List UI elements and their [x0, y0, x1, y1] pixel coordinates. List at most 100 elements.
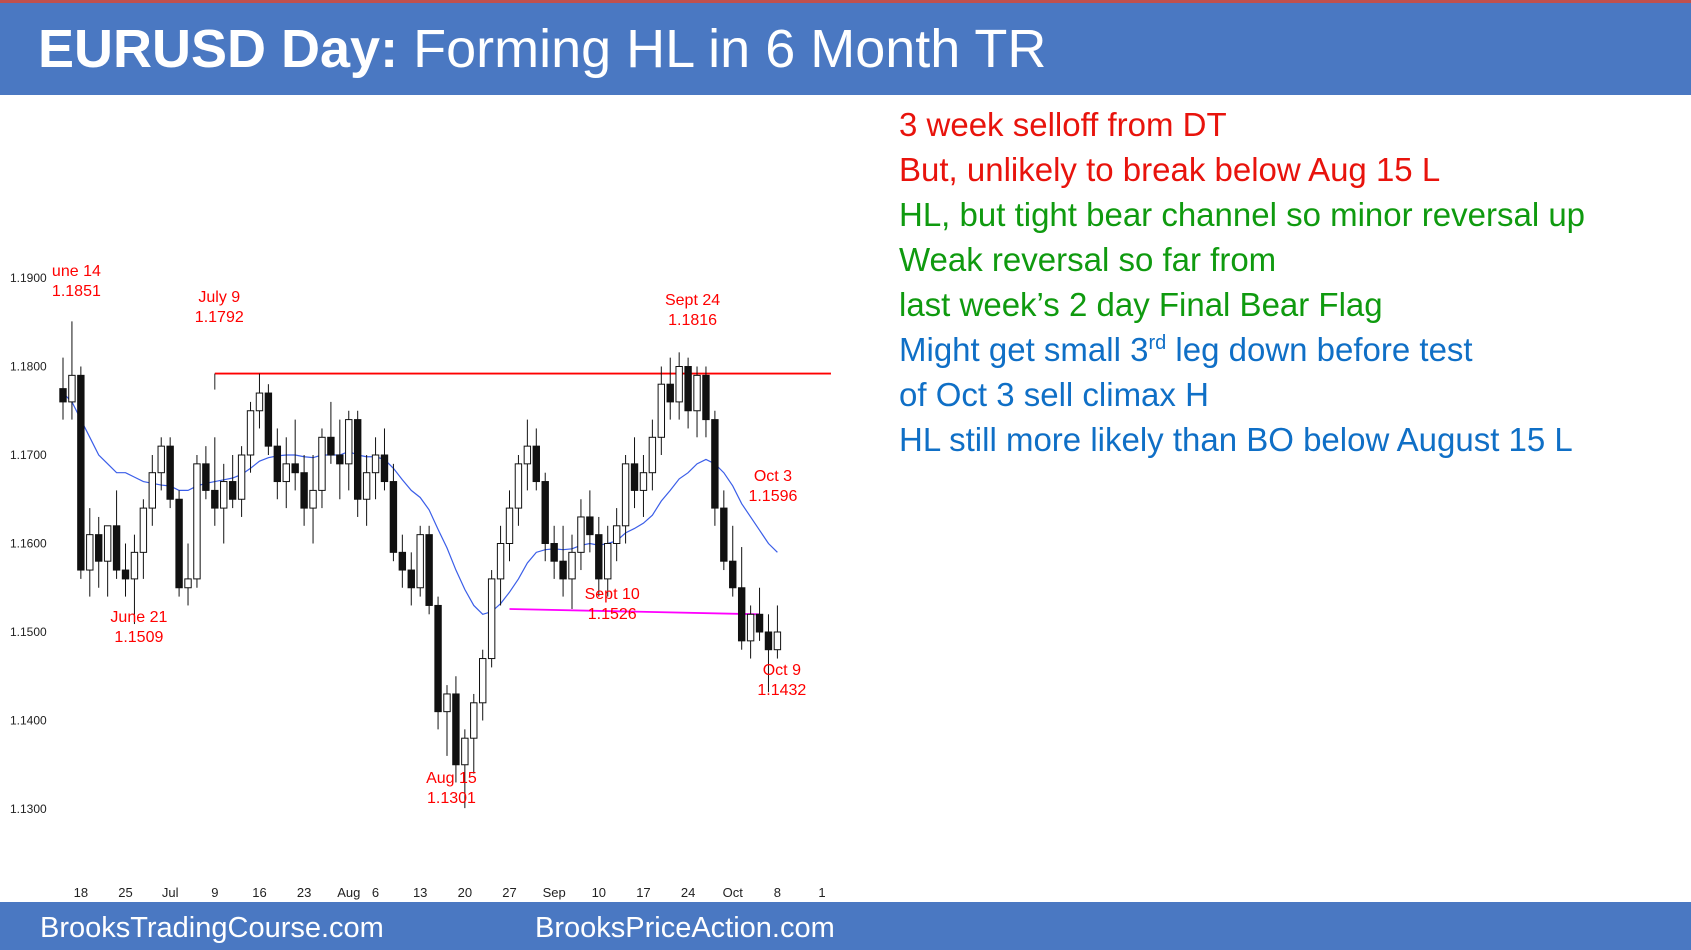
annotation-date: une 14	[52, 263, 101, 280]
x-tick-label: 1	[818, 885, 825, 900]
annotation-price: 1.1432	[757, 682, 806, 699]
y-tick-label: 1.1900	[10, 271, 47, 285]
candle-body	[612, 525, 621, 544]
x-tick-label: 10	[592, 885, 606, 900]
candle-body	[336, 454, 344, 465]
annotation-date: Aug 15	[426, 770, 477, 787]
candle-body	[157, 445, 165, 474]
candle-body	[514, 463, 523, 509]
candle-body	[523, 445, 532, 465]
candle-body	[577, 516, 585, 553]
x-tick-label: 24	[681, 885, 695, 900]
candle-body	[702, 374, 710, 421]
candle-body	[559, 560, 567, 580]
x-tick-label: 6	[372, 885, 379, 900]
candle-body	[246, 410, 255, 456]
candle-body	[220, 481, 228, 509]
candle-body	[166, 445, 174, 500]
candle-body	[595, 534, 603, 580]
candle-body	[461, 737, 469, 766]
candle-body	[291, 463, 299, 474]
note-superscript: rd	[1148, 332, 1167, 354]
candle-body	[479, 658, 487, 704]
note-line: 3 week selloff from DT	[899, 106, 1227, 143]
candle-body	[568, 551, 576, 580]
candle-body	[345, 419, 353, 465]
annotation-price: 1.1509	[114, 629, 163, 646]
annotation-price: 1.1526	[588, 606, 637, 623]
x-tick-label: 20	[458, 885, 472, 900]
candle-body	[202, 463, 210, 491]
candle-body	[389, 481, 398, 553]
candle-body	[532, 445, 540, 483]
candle-body	[621, 463, 630, 527]
x-tick-label: 16	[252, 885, 266, 900]
candle-body	[193, 463, 201, 580]
y-tick-label: 1.1500	[10, 625, 47, 639]
note-line: HL still more likely than BO below Augus…	[899, 421, 1573, 458]
slide-title: EURUSD Day: Forming HL in 6 Month TR	[38, 17, 1046, 81]
candle-body	[327, 436, 335, 456]
annotation-price: 1.1851	[52, 283, 101, 300]
candle-body	[300, 472, 308, 509]
footer-right-link[interactable]: BrooksPriceAction.com	[535, 912, 835, 944]
title-rest: Forming HL in 6 Month TR	[413, 19, 1047, 79]
candle-body	[729, 560, 737, 589]
note-line: But, unlikely to break below Aug 15 L	[899, 151, 1441, 188]
candle-body	[755, 613, 764, 633]
candle-body	[228, 481, 237, 500]
candle-body	[470, 702, 478, 739]
y-tick-label: 1.1800	[10, 360, 47, 374]
candle-body	[139, 507, 148, 553]
candle-body	[639, 472, 648, 491]
top-accent-line	[0, 0, 1691, 3]
x-tick-label: 27	[502, 885, 516, 900]
candle-body	[675, 366, 683, 403]
candle-body	[550, 543, 558, 562]
candle-body	[416, 534, 424, 589]
x-tick-label: 13	[413, 885, 427, 900]
x-tick-label: 9	[211, 885, 218, 900]
candle-body	[362, 472, 371, 500]
title-bold: EURUSD Day:	[38, 19, 399, 79]
candle-body	[121, 569, 130, 580]
candle-body	[693, 374, 701, 412]
note-line: last week’s 2 day Final Bear Flag	[899, 286, 1383, 323]
note-line: Weak reversal so far from	[899, 241, 1277, 278]
candle-body	[443, 693, 451, 713]
candle-body	[586, 516, 594, 536]
candle-body	[175, 498, 183, 589]
candle-body	[211, 489, 219, 509]
y-tick-label: 1.1300	[10, 802, 47, 816]
candle-body	[604, 543, 612, 580]
annotation-date: June 21	[110, 609, 167, 626]
x-tick-label: 25	[118, 885, 132, 900]
note-line: of Oct 3 sell climax H	[899, 376, 1209, 413]
candle-body	[353, 419, 362, 500]
candle-body	[773, 631, 782, 651]
candle-body	[425, 534, 433, 606]
x-tick-label: Jul	[162, 885, 179, 900]
candle-body	[112, 525, 121, 571]
candle-body	[380, 454, 389, 483]
candle-body	[684, 366, 692, 412]
note-line: Might get small 3rd leg down before test	[899, 327, 1585, 372]
candle-body	[273, 445, 282, 483]
candle-body	[237, 454, 246, 500]
candle-body	[541, 481, 549, 544]
footer-left-link[interactable]: BrooksTradingCourse.com	[40, 912, 384, 944]
candle-body	[318, 436, 326, 491]
candle-body	[505, 507, 514, 545]
annotation-date: Oct 3	[754, 468, 792, 485]
annotation-date: Sept 10	[585, 586, 640, 603]
candlestick-chart: 1.1900 1.1800 1.1700 1.1600 1.1500 1.1400 1.13…	[10, 263, 831, 900]
candle-body	[148, 472, 157, 509]
x-tick-label: 8	[774, 885, 781, 900]
commentary-list: 3 week selloff from DT But, unlikely to …	[899, 102, 1585, 462]
annotation-date: July 9	[198, 289, 240, 306]
annotation-date: Oct 9	[763, 662, 801, 679]
y-tick-label: 1.1400	[10, 714, 47, 728]
candle-body	[630, 463, 639, 491]
candle-body	[487, 578, 496, 660]
candle-body	[720, 507, 728, 562]
